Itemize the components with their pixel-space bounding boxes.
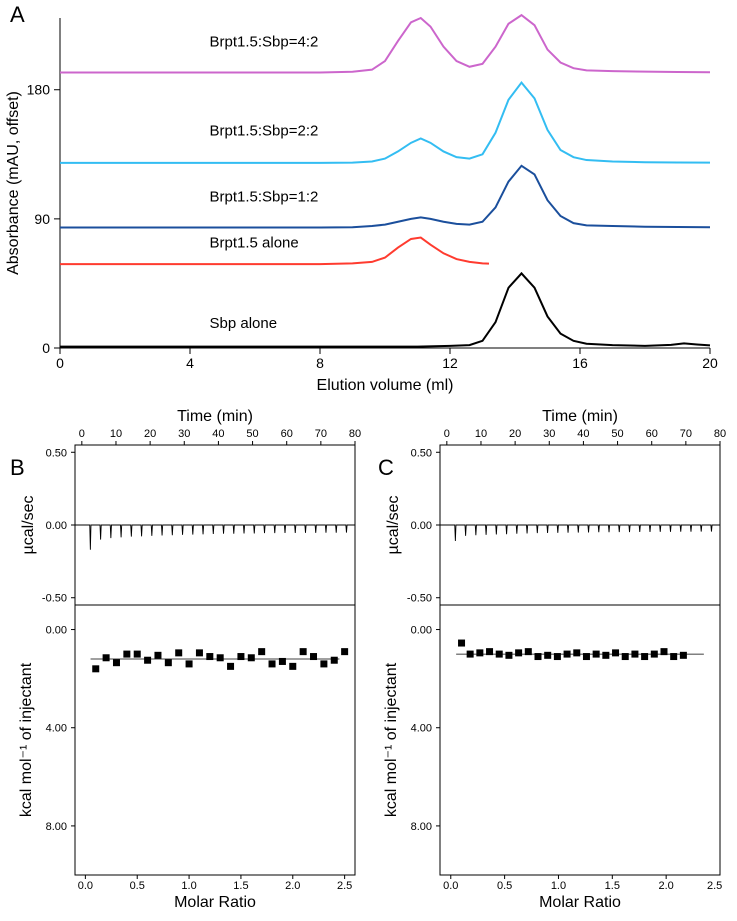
svg-text:Brpt1.5:Sbp=2:2: Brpt1.5:Sbp=2:2 (210, 123, 319, 140)
svg-text:80: 80 (714, 428, 726, 440)
svg-text:60: 60 (281, 428, 293, 440)
svg-text:1.5: 1.5 (605, 880, 620, 892)
svg-text:50: 50 (611, 428, 623, 440)
svg-text:2.5: 2.5 (707, 880, 722, 892)
svg-text:0: 0 (42, 340, 50, 356)
svg-text:2.0: 2.0 (285, 880, 300, 892)
svg-text:B: B (10, 455, 25, 480)
svg-text:1.0: 1.0 (181, 880, 196, 892)
svg-text:A: A (10, 2, 25, 27)
svg-text:16: 16 (572, 355, 588, 371)
svg-text:0: 0 (79, 428, 85, 440)
svg-text:0.00: 0.00 (46, 520, 67, 532)
svg-text:0.00: 0.00 (411, 520, 432, 532)
svg-text:8: 8 (316, 355, 324, 371)
svg-text:Time (min): Time (min) (177, 408, 253, 425)
svg-text:20: 20 (509, 428, 521, 440)
svg-text:µcal/sec: µcal/sec (20, 495, 37, 554)
svg-text:µcal/sec: µcal/sec (385, 495, 402, 554)
svg-text:60: 60 (646, 428, 658, 440)
svg-text:kcal mol⁻¹ of injectant: kcal mol⁻¹ of injectant (18, 662, 35, 817)
trace-Brpt1.5:Sbp=4:2 (60, 15, 710, 72)
svg-text:20: 20 (144, 428, 156, 440)
svg-text:0.5: 0.5 (130, 880, 145, 892)
svg-text:10: 10 (110, 428, 122, 440)
svg-text:Molar Ratio: Molar Ratio (174, 894, 256, 911)
svg-text:2.0: 2.0 (659, 880, 674, 892)
svg-text:50: 50 (246, 428, 258, 440)
svg-text:8.00: 8.00 (46, 821, 67, 833)
svg-text:0: 0 (56, 355, 64, 371)
svg-text:90: 90 (34, 211, 50, 227)
svg-text:Brpt1.5:Sbp=4:2: Brpt1.5:Sbp=4:2 (210, 34, 319, 51)
svg-text:0.00: 0.00 (411, 625, 432, 637)
svg-text:70: 70 (315, 428, 327, 440)
svg-text:12: 12 (442, 355, 458, 371)
svg-text:1.5: 1.5 (233, 880, 248, 892)
trace-Brpt1.5:Sbp=2:2 (60, 83, 710, 163)
svg-text:-0.50: -0.50 (407, 593, 432, 605)
svg-text:Brpt1.5:Sbp=1:2: Brpt1.5:Sbp=1:2 (210, 189, 319, 206)
svg-text:4.00: 4.00 (411, 723, 432, 735)
svg-text:40: 40 (212, 428, 224, 440)
svg-text:0.50: 0.50 (46, 447, 67, 459)
svg-text:0.0: 0.0 (78, 880, 93, 892)
svg-text:180: 180 (27, 82, 51, 98)
trace-Brpt1.5:Sbp=1:2 (60, 166, 710, 228)
svg-text:0.0: 0.0 (443, 880, 458, 892)
svg-text:1.0: 1.0 (551, 880, 566, 892)
svg-text:0.00: 0.00 (46, 625, 67, 637)
svg-text:0.50: 0.50 (411, 447, 432, 459)
svg-text:Sbp alone: Sbp alone (210, 315, 278, 332)
svg-text:70: 70 (680, 428, 692, 440)
svg-text:0.5: 0.5 (497, 880, 512, 892)
svg-text:80: 80 (349, 428, 361, 440)
trace-Sbp alone (60, 273, 710, 346)
svg-text:4: 4 (186, 355, 194, 371)
svg-text:20: 20 (702, 355, 718, 371)
svg-text:Time (min): Time (min) (542, 408, 618, 425)
svg-text:8.00: 8.00 (411, 821, 432, 833)
svg-text:2.5: 2.5 (337, 880, 352, 892)
svg-text:Brpt1.5 alone: Brpt1.5 alone (210, 235, 299, 252)
svg-text:40: 40 (577, 428, 589, 440)
svg-text:kcal mol⁻¹ of injectant: kcal mol⁻¹ of injectant (383, 662, 400, 817)
svg-text:-0.50: -0.50 (42, 593, 67, 605)
svg-text:10: 10 (475, 428, 487, 440)
svg-text:30: 30 (178, 428, 190, 440)
svg-text:Elution volume (ml): Elution volume (ml) (317, 377, 454, 394)
svg-text:Molar Ratio: Molar Ratio (539, 894, 621, 911)
svg-text:30: 30 (543, 428, 555, 440)
svg-text:C: C (378, 455, 394, 480)
figure-svg: A 0 4 8 12 16 20 0 90 180 Elution volume (ml) Absor… (0, 0, 737, 921)
svg-text:Absorbance (mAU, offset): Absorbance (mAU, offset) (5, 91, 22, 275)
svg-text:0: 0 (444, 428, 450, 440)
svg-text:4.00: 4.00 (46, 723, 67, 735)
